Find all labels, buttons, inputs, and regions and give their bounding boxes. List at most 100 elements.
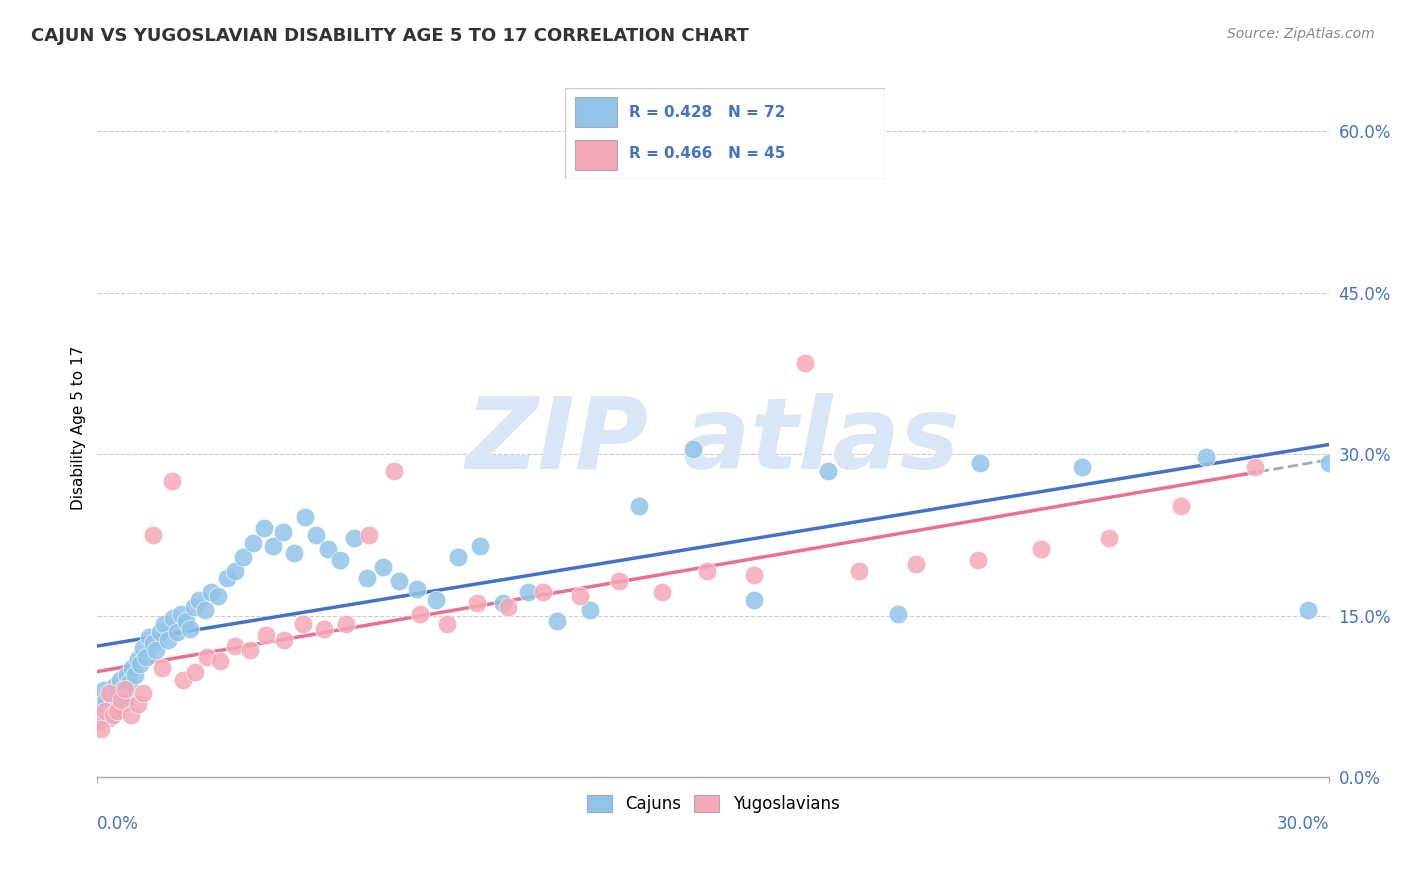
Point	[97, 711, 120, 725]
Point	[408, 607, 430, 621]
Point	[496, 600, 519, 615]
Point	[142, 636, 165, 650]
Point	[1031, 542, 1053, 557]
Point	[651, 585, 673, 599]
Point	[96, 693, 118, 707]
Point	[132, 641, 155, 656]
Point	[1244, 460, 1267, 475]
Point	[118, 675, 141, 690]
Point	[905, 558, 928, 572]
Point	[283, 546, 305, 560]
Point	[89, 695, 111, 709]
Point	[132, 686, 155, 700]
Point	[111, 682, 134, 697]
Point	[252, 520, 274, 534]
Point	[172, 673, 194, 688]
Point	[1071, 460, 1094, 475]
Point	[91, 708, 114, 723]
Point	[90, 704, 112, 718]
Point	[371, 560, 394, 574]
Point	[188, 592, 211, 607]
Point	[531, 585, 554, 599]
Point	[292, 617, 315, 632]
Y-axis label: Disability Age 5 to 17: Disability Age 5 to 17	[72, 345, 86, 509]
Point	[817, 463, 839, 477]
Point	[273, 632, 295, 647]
Point	[966, 553, 988, 567]
Point	[184, 665, 207, 679]
Point	[388, 574, 411, 589]
Point	[232, 549, 254, 564]
Point	[90, 722, 112, 736]
Point	[568, 590, 591, 604]
Point	[153, 617, 176, 632]
Point	[742, 568, 765, 582]
Point	[215, 571, 238, 585]
Point	[120, 708, 142, 723]
Point	[110, 693, 132, 707]
Point	[93, 683, 115, 698]
Point	[170, 607, 193, 621]
Point	[546, 614, 568, 628]
Point	[209, 654, 232, 668]
Point	[1296, 603, 1319, 617]
Point	[138, 631, 160, 645]
Point	[224, 639, 246, 653]
Point	[609, 574, 631, 589]
Point	[150, 660, 173, 674]
Point	[356, 571, 378, 585]
Point	[848, 564, 870, 578]
Point	[696, 564, 718, 578]
Point	[256, 628, 278, 642]
Point	[794, 356, 817, 370]
Point	[316, 542, 339, 557]
Point	[425, 592, 447, 607]
Point	[121, 660, 143, 674]
Point	[183, 600, 205, 615]
Point	[104, 679, 127, 693]
Point	[239, 643, 262, 657]
Point	[329, 553, 352, 567]
Point	[195, 649, 218, 664]
Point	[305, 528, 328, 542]
Point	[492, 596, 515, 610]
Point	[149, 625, 172, 640]
Point	[162, 611, 184, 625]
Point	[382, 463, 405, 477]
Point	[682, 442, 704, 456]
Point	[242, 535, 264, 549]
Point	[93, 700, 115, 714]
Point	[89, 714, 111, 729]
Point	[969, 456, 991, 470]
Text: ZIP atlas: ZIP atlas	[465, 393, 960, 490]
Point	[93, 704, 115, 718]
Point	[271, 524, 294, 539]
Point	[405, 582, 427, 596]
Point	[312, 622, 335, 636]
Point	[101, 708, 124, 723]
Point	[1098, 532, 1121, 546]
Point	[115, 668, 138, 682]
Point	[108, 673, 131, 688]
Point	[127, 697, 149, 711]
Point	[436, 617, 458, 632]
Point	[628, 499, 651, 513]
Point	[194, 603, 217, 617]
Point	[200, 585, 222, 599]
Point	[156, 632, 179, 647]
Point	[105, 690, 128, 704]
Point	[114, 695, 136, 709]
Point	[517, 585, 540, 599]
Point	[1317, 456, 1340, 470]
Point	[114, 682, 136, 697]
Text: Source: ZipAtlas.com: Source: ZipAtlas.com	[1227, 27, 1375, 41]
Point	[142, 528, 165, 542]
Point	[97, 686, 120, 700]
Text: 0.0%: 0.0%	[97, 815, 139, 833]
Point	[262, 539, 284, 553]
Legend: Cajuns, Yugoslavians: Cajuns, Yugoslavians	[578, 787, 848, 822]
Point	[1170, 499, 1192, 513]
Point	[160, 475, 183, 489]
Point	[359, 528, 381, 542]
Point	[343, 532, 366, 546]
